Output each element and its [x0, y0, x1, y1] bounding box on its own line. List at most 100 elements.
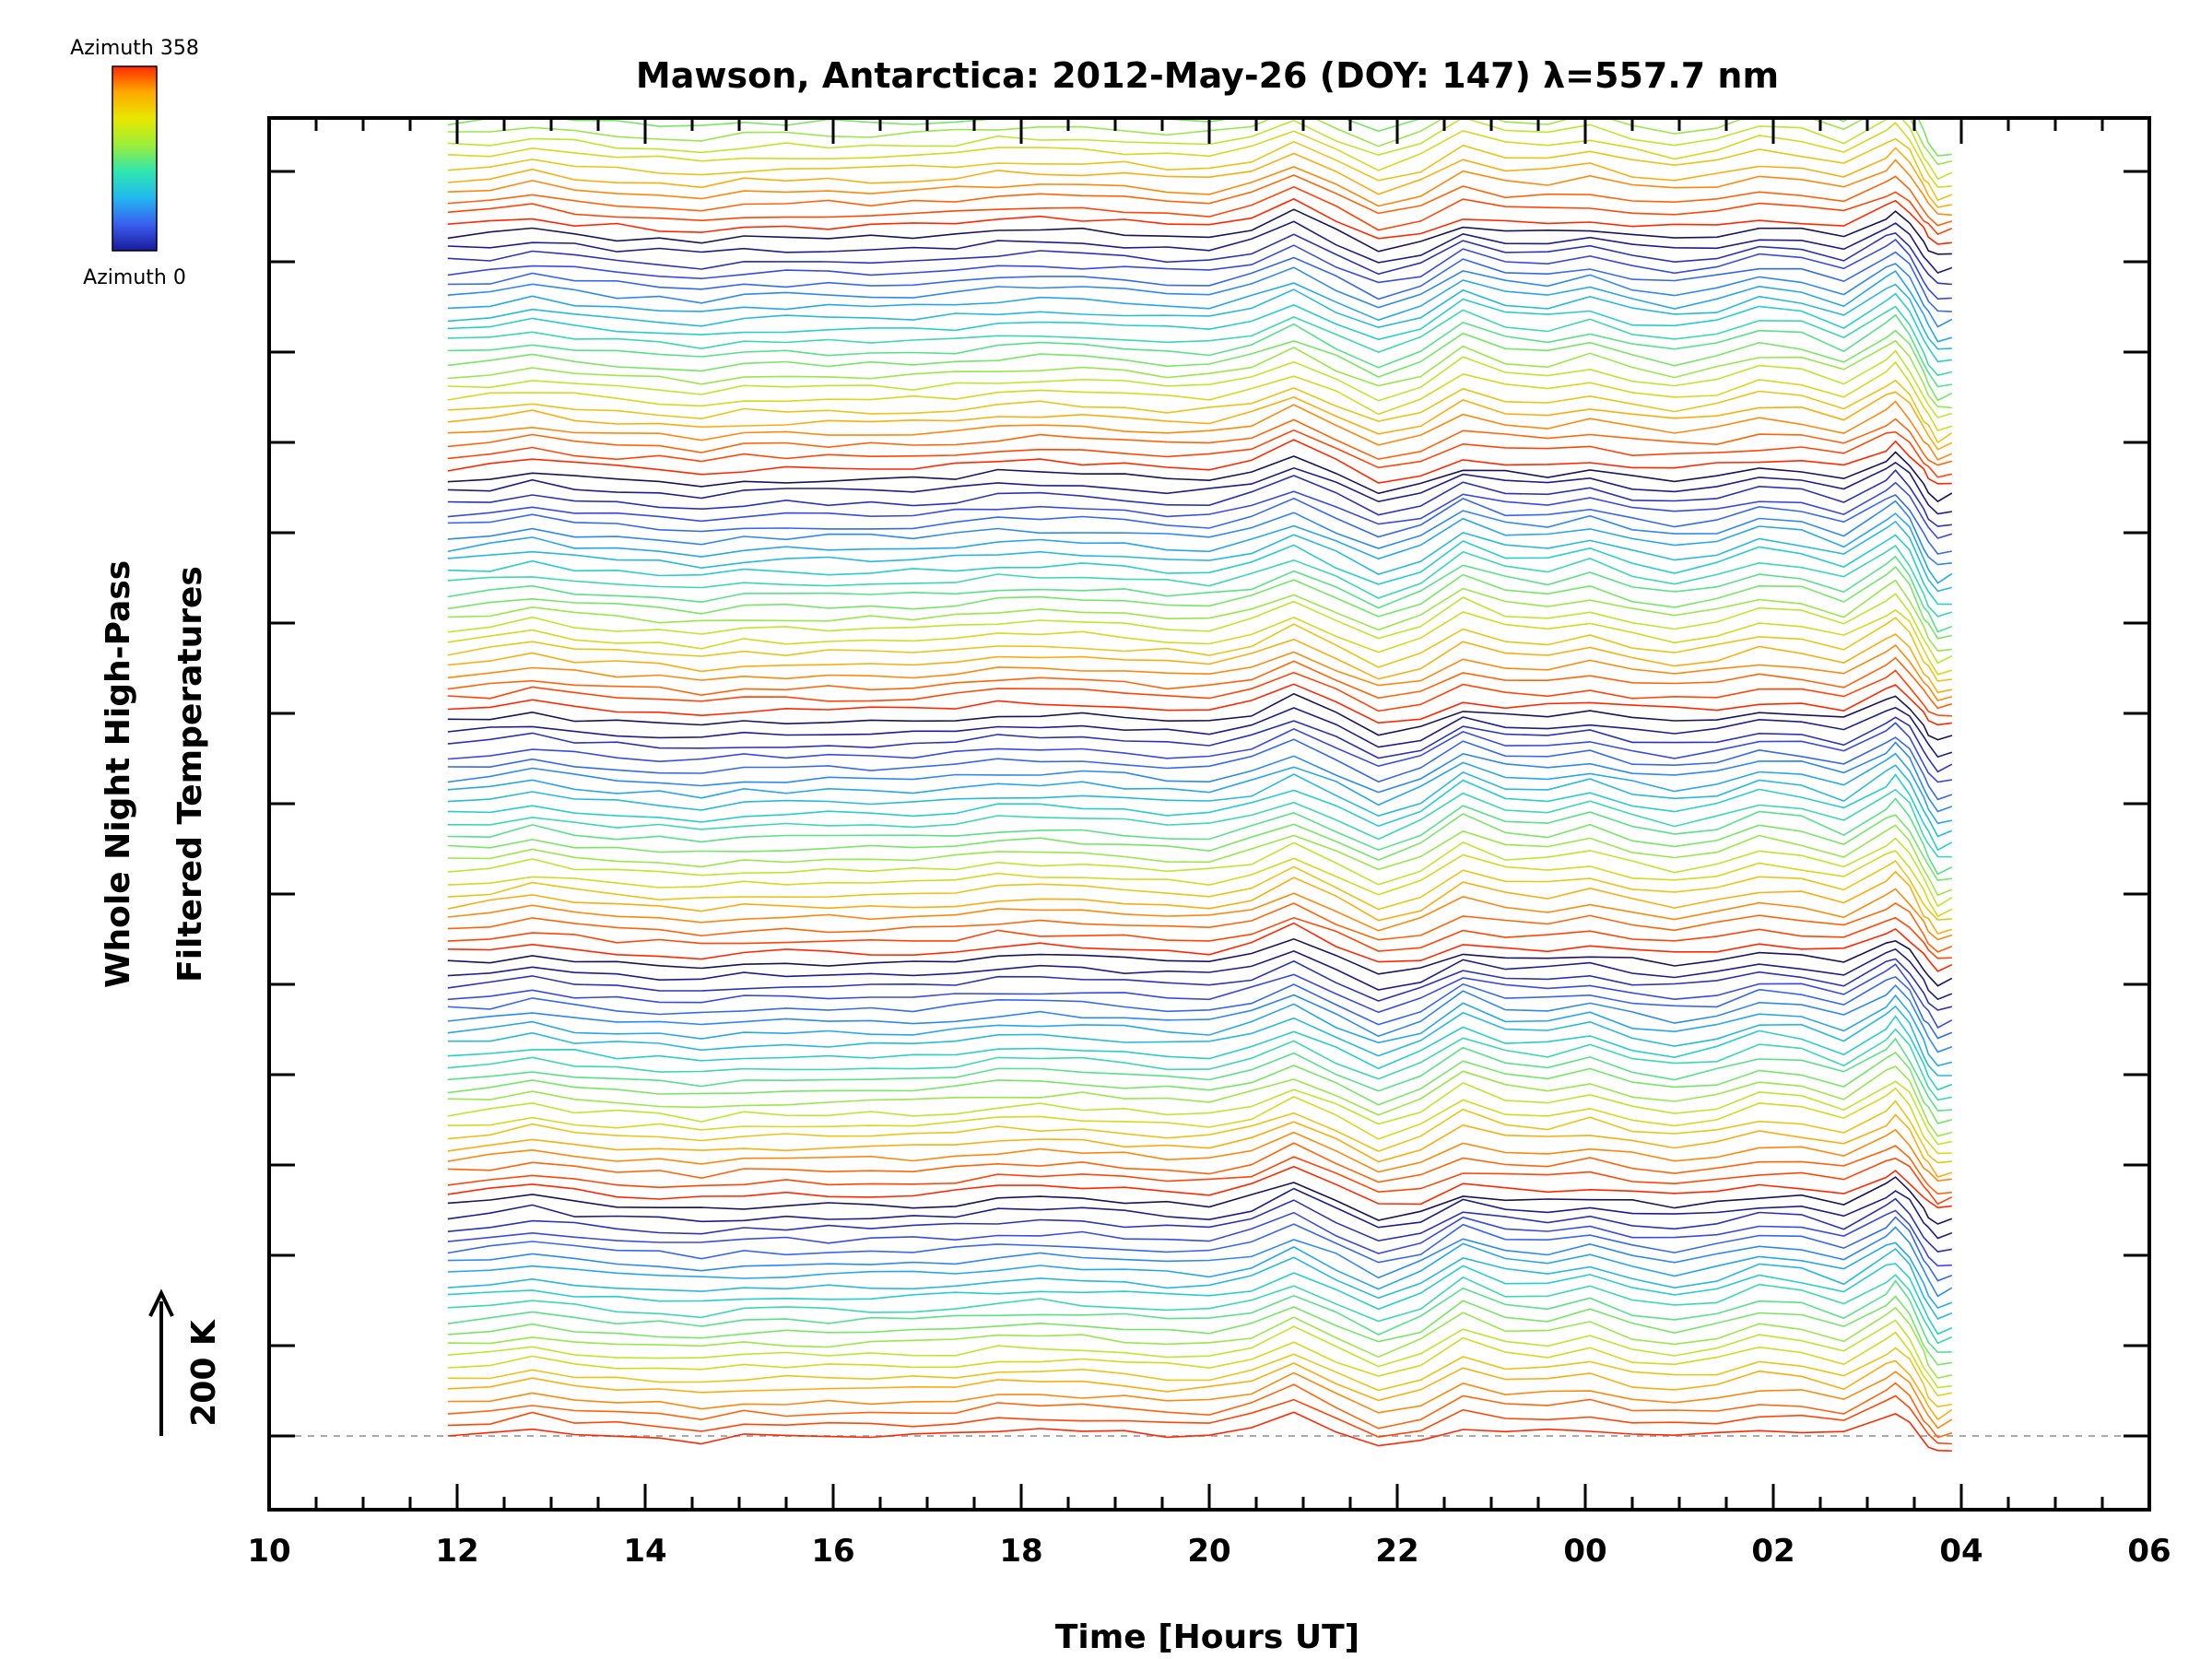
series-line: [447, 773, 1953, 852]
series-line: [447, 391, 1953, 451]
colorbar-top-label: Azimuth 358: [70, 37, 199, 60]
series-line: [447, 1382, 1953, 1439]
series-line: [447, 683, 1952, 726]
series-line: [447, 1226, 1953, 1298]
series-line: [447, 1331, 1952, 1397]
series-line: [447, 669, 1952, 717]
series-line: [447, 1274, 1953, 1345]
series-line: [447, 958, 1952, 1011]
series-line: [447, 1087, 1952, 1155]
series-line: [447, 963, 1953, 1029]
series-line: [447, 512, 1953, 584]
series-line: [447, 870, 1953, 935]
series-line: [447, 137, 1953, 202]
series-line: [447, 1176, 1953, 1225]
series-line: [447, 429, 1952, 478]
plot-frame: [267, 116, 2151, 1512]
series-line: [447, 1142, 1952, 1195]
series-line: [447, 1347, 1952, 1408]
x-tick-label: 18: [999, 1533, 1042, 1570]
series-line: [447, 565, 1952, 640]
series-line: [447, 461, 1952, 515]
series-line: [447, 692, 1953, 741]
series-line: [447, 500, 1952, 566]
series-line: [447, 418, 1953, 466]
series-line: [447, 451, 1953, 503]
x-tick-label: 16: [811, 1533, 854, 1570]
series-line: [447, 534, 1952, 606]
series-line: [447, 579, 1952, 653]
series-line: [447, 494, 1952, 555]
series-line: [447, 837, 1953, 908]
series-line: [447, 1028, 1952, 1101]
series-line: [447, 888, 1953, 941]
series-line: [447, 1306, 1952, 1379]
series-line: [447, 545, 1953, 618]
series-line: [447, 283, 1952, 350]
series-line: [447, 1065, 1953, 1137]
series-line: [447, 813, 1952, 882]
series-line: [447, 975, 1953, 1040]
series-line: [447, 850, 1953, 918]
series-line: [447, 1156, 1953, 1206]
series-line: [447, 947, 1953, 1001]
x-axis-label: Time [Hours UT]: [1055, 1618, 1359, 1656]
x-tick-label: 22: [1375, 1533, 1418, 1570]
y-axis-label-line1: Whole Night High-Pass: [100, 560, 137, 988]
series-line: [447, 305, 1952, 377]
series-line: [447, 716, 1953, 773]
series-line: [447, 1319, 1952, 1389]
series-line: [447, 208, 1952, 255]
series-line: [447, 706, 1953, 759]
series-line: [447, 1295, 1952, 1366]
series-line: [447, 251, 1952, 312]
series-line: [447, 481, 1953, 539]
series-line: [447, 1080, 1952, 1146]
series-group: [447, 118, 1953, 1452]
series-line: [447, 239, 1952, 300]
series-line: [447, 736, 1953, 801]
series-line: [447, 984, 1953, 1053]
series-line: [447, 270, 1953, 343]
series-line: [447, 1187, 1953, 1240]
series-line: [447, 1216, 1953, 1282]
scale-label: 200 K: [185, 1319, 223, 1427]
series-line: [447, 313, 1952, 388]
series-line: [447, 121, 1952, 188]
series-line: [447, 118, 1953, 181]
series-line: [447, 349, 1953, 419]
series-line: [447, 118, 1952, 166]
x-tick-label: 06: [2127, 1533, 2171, 1570]
series-line: [447, 1371, 1953, 1430]
ticks-group: 10 12 14 16 18 20 22 00 02 04 06: [247, 118, 2171, 1570]
series-line: [447, 797, 1953, 876]
series-line: [447, 788, 1952, 858]
colorbar: [112, 65, 158, 252]
series-line: [447, 197, 1952, 245]
series-line: [447, 1279, 1952, 1354]
series-line: [447, 764, 1953, 838]
series-line: [447, 741, 1953, 813]
series-line: [447, 400, 1953, 461]
series-line: [447, 555, 1953, 633]
series-line: [447, 263, 1953, 328]
series-line: [447, 656, 1953, 710]
series-line: [447, 593, 1953, 665]
series-line: [447, 922, 1953, 972]
series-line: [447, 520, 1953, 593]
series-line: [447, 1051, 1953, 1124]
series-line: [447, 232, 1952, 286]
series-line: [447, 1113, 1953, 1178]
series-line: [447, 468, 1952, 527]
series-line: [447, 633, 1952, 694]
series-line: [447, 292, 1952, 363]
series-line: [447, 439, 1952, 485]
chart-title: Mawson, Antarctica: 2012-May-26 (DOY: 14…: [636, 55, 1779, 96]
series-line: [447, 220, 1953, 274]
x-tick-label: 14: [623, 1533, 666, 1570]
series-line: [447, 752, 1952, 825]
x-tick-label: 04: [1939, 1533, 1983, 1570]
series-line: [447, 824, 1953, 897]
series-line: [447, 937, 1953, 987]
series-line: [447, 339, 1952, 409]
